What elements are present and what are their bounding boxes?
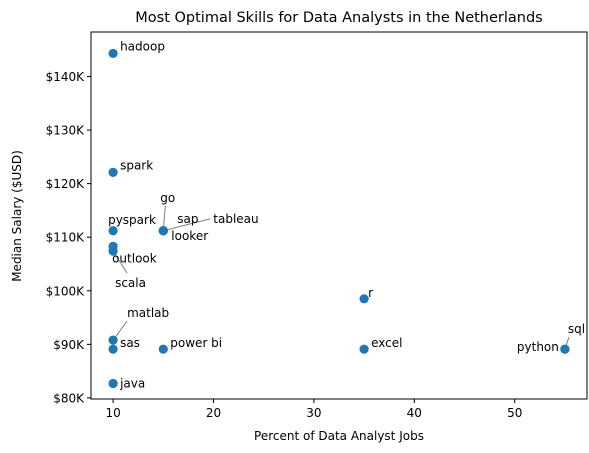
data-points [108, 48, 570, 389]
point-label-python: python [517, 340, 559, 354]
x-tick-label: 50 [507, 406, 522, 420]
y-tick-label: $80K [53, 391, 85, 405]
point-hadoop [108, 48, 118, 59]
point-label-looker: looker [171, 229, 208, 243]
point-label-hadoop: hadoop [120, 39, 165, 53]
point-label-power-bi: power bi [170, 336, 222, 350]
point-label-go: go [160, 191, 175, 205]
x-tick-label: 20 [206, 406, 221, 420]
point-label-tableau: tableau [213, 212, 258, 226]
point-label-excel: excel [371, 336, 402, 350]
point-label-spark: spark [120, 158, 153, 172]
point-sas [108, 344, 118, 354]
y-axis: $80K $90K $100K $110K $120K $130K $140K [46, 70, 91, 405]
point-scala [108, 246, 118, 256]
point-label-sas: sas [120, 336, 140, 350]
x-axis-label: Percent of Data Analyst Jobs [254, 429, 424, 443]
x-tick-label: 10 [105, 406, 120, 420]
point-label-sap: sap [177, 212, 198, 226]
x-tick-label: 30 [306, 406, 321, 420]
y-tick-label: $140K [46, 70, 86, 84]
y-tick-label: $100K [46, 284, 86, 298]
y-tick-label: $90K [53, 338, 85, 352]
x-axis: 10 20 30 40 50 [105, 399, 522, 420]
y-tick-label: $110K [46, 231, 86, 245]
point-excel [359, 344, 369, 354]
point-power-bi [158, 344, 168, 354]
point-label-pyspark: pyspark [108, 213, 156, 227]
leader-line-tableau [163, 218, 211, 232]
point-looker [158, 226, 168, 236]
leader-lines [112, 205, 570, 350]
y-axis-label: Median Salary ($USD) [10, 150, 24, 282]
point-label-matlab: matlab [127, 306, 169, 320]
point-matlab [108, 335, 118, 345]
x-tick-label: 40 [407, 406, 422, 420]
plot-frame [90, 31, 588, 400]
point-r [359, 294, 369, 304]
point-spark [108, 167, 118, 177]
point-label-outlook: outlook [112, 251, 157, 265]
y-tick-label: $130K [46, 124, 86, 138]
point-label-sql: sql [568, 322, 585, 336]
point-label-scala: scala [115, 276, 146, 290]
point-python [560, 344, 570, 354]
chart-title: Most Optimal Skills for Data Analysts in… [135, 10, 542, 26]
point-labels: hadoop spark pyspark outlook scala matlab sas j… [108, 39, 585, 390]
point-java [108, 378, 118, 389]
y-tick-label: $120K [46, 177, 86, 191]
point-pyspark [108, 226, 118, 236]
point-label-r: r [368, 286, 373, 300]
point-label-java: java [119, 376, 145, 390]
